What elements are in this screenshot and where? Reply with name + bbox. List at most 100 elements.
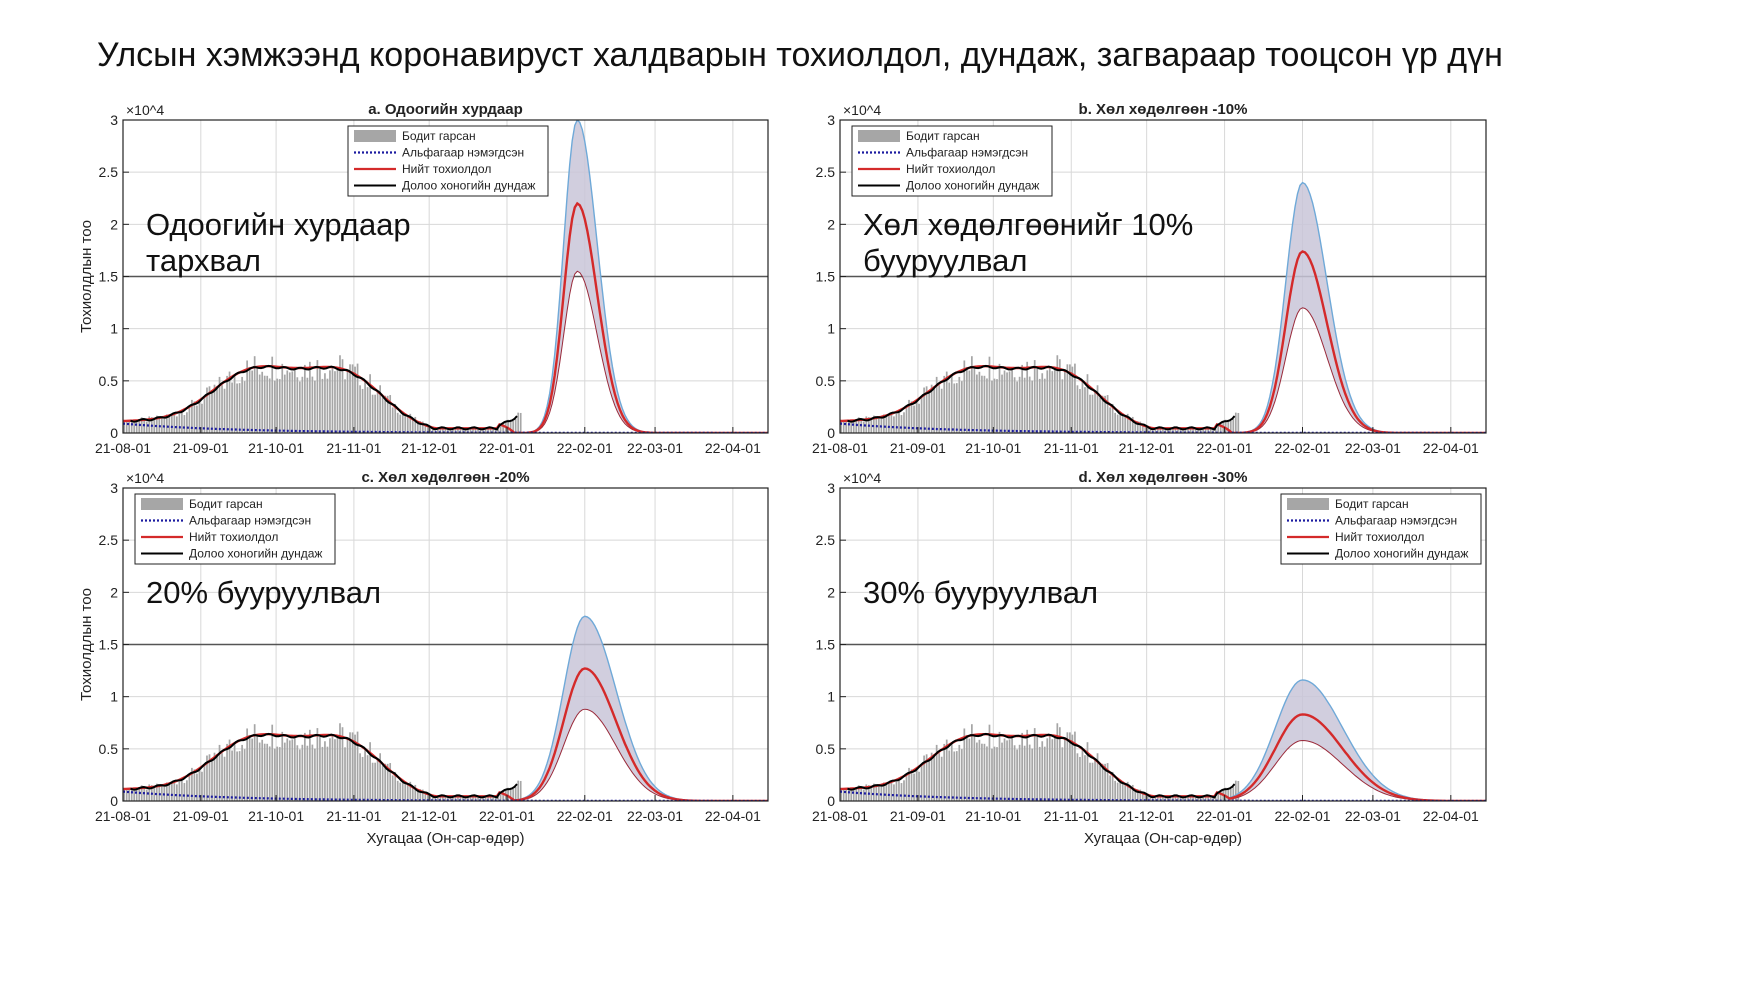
bar [376,390,379,433]
bar [1006,740,1008,801]
bar [850,422,853,433]
bar [840,420,843,433]
bar [168,415,171,433]
x-tick-label: 21-12-01 [401,808,457,824]
plot-content [840,679,1486,801]
bar [1197,427,1199,433]
bar [1094,390,1096,433]
bar [1081,380,1084,433]
bar [1129,787,1132,801]
x-tick-label: 22-02-01 [557,808,613,824]
bar [206,755,208,801]
bar [1174,429,1177,433]
bar [960,749,963,801]
bar [319,736,321,801]
bar [885,783,888,801]
bar [920,764,923,801]
bar [153,787,156,801]
bar [1046,370,1049,433]
bar [878,784,880,801]
bar [386,763,389,801]
bar [1121,413,1124,433]
bar [1224,419,1227,433]
bar [246,728,248,801]
bar [324,373,326,433]
y-tick-label: 1.5 [816,269,836,285]
bar [991,380,993,433]
x-tick-label: 21-12-01 [1119,808,1175,824]
bar [253,724,256,801]
bar [469,795,472,801]
bar [519,780,522,801]
bar [1162,795,1164,801]
y-tick-label: 3 [827,480,835,496]
x-tick-label: 22-02-01 [557,440,613,456]
bar [870,419,873,433]
bar [341,727,344,801]
bar [396,412,399,433]
bar [379,753,382,801]
bar [514,418,517,433]
legend-label: Альфагаар нэмэгдсэн [402,146,524,160]
bar [366,387,369,433]
legend-label: Долоо хоногийн дундаж [1335,547,1468,561]
bar [278,747,281,801]
bar [165,782,168,801]
x-tick-label: 21-11-01 [326,808,381,824]
x-tick-label: 22-03-01 [627,808,683,824]
bar [1172,427,1174,433]
plot-content [840,181,1486,433]
bar [359,753,361,801]
legend-label: Долоо хоногийн дундаж [906,179,1039,193]
bar [903,412,905,433]
x-tick-label: 21-09-01 [890,440,946,456]
bar [1129,419,1132,433]
bar [193,401,196,433]
bar [349,364,351,433]
bar [188,776,191,801]
bar [1187,427,1189,433]
bar [369,742,371,801]
bar [288,740,291,801]
bar [842,421,845,433]
bar [1169,428,1172,433]
bar [384,763,387,801]
bar [925,754,928,801]
bar [1229,788,1232,801]
bar [339,723,341,801]
bar [381,397,384,433]
legend-label: Долоо хоногийн дундаж [402,179,535,193]
bar [1048,367,1051,433]
bar [401,779,404,801]
bar [186,412,188,433]
bar [399,782,402,801]
bar [439,428,442,433]
bar [404,413,407,433]
bar [517,412,520,433]
bar [1174,797,1177,801]
bar [991,748,993,801]
bar [459,795,462,801]
bar [356,363,359,433]
overlay-annotation: 30% бууруулвал [863,575,1098,610]
bar [138,788,141,801]
bar [908,767,910,801]
bar [477,429,479,433]
bar [940,756,943,801]
bar [1157,796,1159,801]
bar [256,367,259,433]
y-tick-label: 1 [827,689,835,705]
upper-bound-line [1216,181,1486,433]
bar [938,385,941,433]
x-tick-label: 22-01-01 [479,440,535,456]
bar [1111,771,1114,801]
bar [1134,422,1137,433]
slide-title: Улсын хэмжээнд коронавируст халдварын то… [97,36,1503,74]
bar [263,743,266,801]
bar [419,421,422,433]
bar [233,375,236,433]
bar [361,756,364,801]
bar [238,383,241,433]
bar [1151,796,1154,801]
bar [449,429,452,433]
